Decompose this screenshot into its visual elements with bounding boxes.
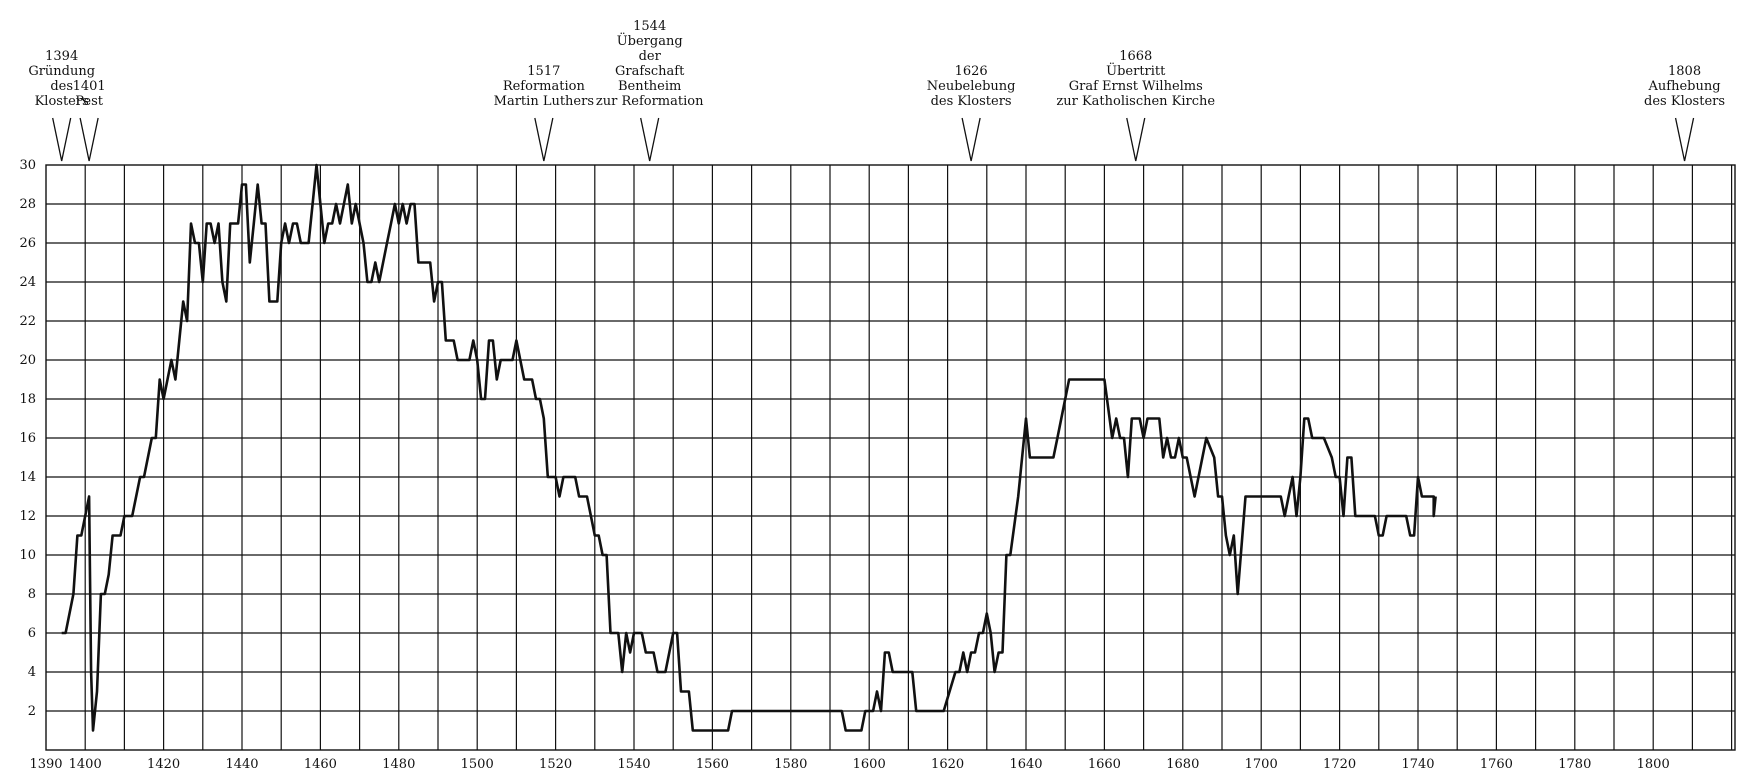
annotation-text: 1808: [1668, 64, 1701, 79]
y-tick-label: 16: [19, 431, 36, 446]
annotation-text: Gründung: [28, 64, 95, 79]
x-tick-label: 1700: [1245, 757, 1278, 772]
y-tick-label: 10: [19, 548, 36, 563]
y-tick-label: 26: [19, 236, 36, 251]
annotation-text: Übertritt: [1106, 62, 1166, 79]
x-tick-label: 1720: [1323, 757, 1356, 772]
annotation-text: Graf Ernst Wilhelms: [1069, 79, 1203, 94]
y-tick-label: 30: [19, 158, 36, 173]
y-tick-label: 18: [19, 392, 36, 407]
plot-frame: [45, 164, 1736, 751]
x-tick-label: 1520: [539, 757, 572, 772]
annotation-text: Aufhebung: [1648, 79, 1721, 94]
annotation-text: des Klosters: [1644, 94, 1725, 109]
x-tick-label: 1440: [225, 757, 258, 772]
x-tick-label: 1420: [147, 757, 180, 772]
annotation-pointer: [1126, 117, 1146, 162]
annotation-pointer: [534, 117, 554, 162]
y-tick-label: 12: [19, 509, 36, 524]
y-tick-label: 4: [28, 665, 36, 680]
annotation-text: zur Katholischen Kirche: [1056, 94, 1215, 109]
annotation-text: des: [50, 79, 73, 94]
annotation-text: Reformation: [503, 79, 586, 94]
x-tick-label: 1780: [1558, 757, 1591, 772]
x-tick-label: 1800: [1637, 757, 1670, 772]
x-tick-label: 1740: [1401, 757, 1434, 772]
annotation-text: Martin Luthers: [494, 94, 594, 109]
annotation-text: 1394: [45, 49, 78, 64]
x-tick-label: 1660: [1088, 757, 1121, 772]
annotation-text: 1401: [73, 79, 106, 94]
y-tick-label: 22: [19, 314, 36, 329]
x-tick-label: 1760: [1480, 757, 1513, 772]
series-layer: [61, 163, 1437, 732]
x-tick-label: 1540: [617, 757, 650, 772]
annotation-text: Übergang: [617, 32, 683, 49]
annotation-text: Pest: [75, 94, 104, 109]
annotation-text: 1668: [1119, 49, 1152, 64]
y-tick-label: 24: [19, 275, 36, 290]
series-line-0: [61, 163, 1437, 732]
x-tick-label: 1480: [382, 757, 415, 772]
x-tick-label: 1390: [29, 757, 62, 772]
annotation-text: Bentheim: [618, 79, 681, 94]
annotation-text: zur Reformation: [596, 94, 704, 109]
annotation-pointer: [1674, 117, 1695, 162]
annotation-text: Neubelebung: [927, 79, 1016, 94]
annotation-pointer: [52, 117, 72, 162]
annotation-pointer: [640, 117, 660, 162]
y-tick-label: 8: [28, 587, 36, 602]
x-tick-label: 1640: [1009, 757, 1042, 772]
annotation-text: der: [639, 49, 662, 64]
x-axis-ticks: 1390 1400 1420 1440 1460 1480 1500 1520 1540 1560…: [29, 757, 1669, 772]
x-tick-label: 1600: [853, 757, 886, 772]
y-tick-label: 28: [19, 197, 36, 212]
annotation-text: 1544: [633, 19, 666, 34]
x-tick-label: 1400: [69, 757, 102, 772]
x-tick-label: 1580: [774, 757, 807, 772]
x-tick-label: 1460: [304, 757, 337, 772]
y-tick-label: 14: [19, 470, 36, 485]
x-tick-label: 1500: [461, 757, 494, 772]
y-tick-label: 6: [28, 626, 36, 641]
annotation-text: Klosters: [35, 94, 89, 109]
x-tick-label: 1620: [931, 757, 964, 772]
annotation-pointer: [961, 117, 981, 162]
annotation-text: 1626: [955, 64, 988, 79]
annotation-text: des Klosters: [931, 94, 1012, 109]
x-tick-label: 1560: [696, 757, 729, 772]
annotation-text: Grafschaft: [615, 64, 685, 79]
x-tick-label: 1680: [1166, 757, 1199, 772]
y-tick-label: 2: [28, 704, 36, 719]
y-tick-label: 20: [19, 353, 36, 368]
annotation-text: 1517: [527, 64, 560, 79]
annotation-pointer: [79, 117, 99, 162]
